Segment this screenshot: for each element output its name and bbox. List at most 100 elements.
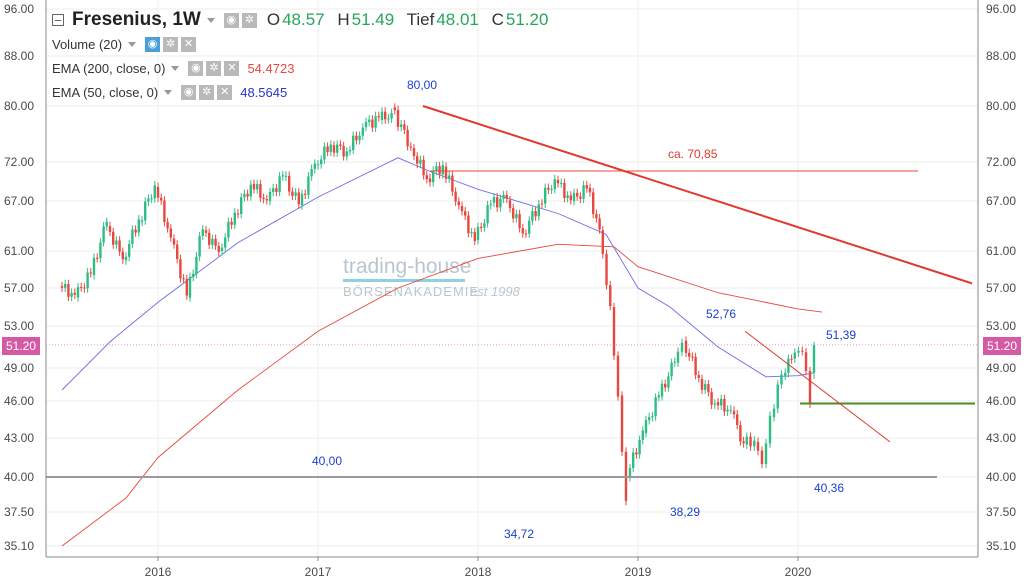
- watermark-bar: [343, 279, 465, 282]
- candle-body: [521, 228, 524, 234]
- candle-body: [569, 195, 572, 201]
- candle-body: [480, 226, 483, 228]
- candle-body: [801, 350, 804, 352]
- chevron-down-icon[interactable]: [171, 65, 180, 71]
- candle-body: [489, 204, 492, 206]
- candle-body: [384, 111, 387, 120]
- candle-body: [240, 197, 243, 215]
- x-tick-label: 2019: [625, 565, 652, 579]
- candle-body: [512, 208, 515, 219]
- candle-body: [556, 179, 560, 184]
- legend-volume-row: Volume (20) ◉ ✲ ✕: [52, 32, 556, 56]
- indicator-volume-label: Volume (20): [52, 36, 123, 52]
- candle-body: [700, 379, 704, 390]
- candle-body: [812, 344, 816, 373]
- close-icon[interactable]: ✕: [224, 60, 240, 76]
- candle-body: [454, 191, 457, 202]
- candle-body: [793, 352, 796, 359]
- y-tick-label-right: 88.00: [986, 49, 1016, 63]
- candle-body: [259, 184, 262, 198]
- candle-body: [595, 213, 598, 219]
- legend: Fresenius, 1W ◉ ✲ O 48.57 H 51.49 Tief 48.0…: [52, 8, 556, 104]
- last-price-tag-right: 51.20: [983, 337, 1022, 355]
- annotation-label: 52,76: [706, 307, 736, 321]
- candle-body: [169, 228, 172, 238]
- candle-body: [156, 186, 160, 198]
- candle-body: [342, 145, 345, 157]
- eye-icon[interactable]: ◉: [145, 36, 161, 52]
- candle-body: [150, 198, 153, 200]
- candle-body: [560, 182, 563, 184]
- eye-icon[interactable]: ◉: [181, 84, 197, 100]
- candle-body: [201, 229, 204, 237]
- candle-body: [118, 240, 121, 252]
- annotation-label: 38,29: [670, 505, 700, 519]
- trendline-main: [422, 105, 973, 285]
- collapse-icon[interactable]: [52, 14, 64, 26]
- candle-body: [121, 251, 124, 260]
- candle-body: [73, 292, 76, 295]
- candle-body: [76, 287, 80, 298]
- candle-body: [441, 165, 444, 175]
- candle-body: [515, 214, 518, 219]
- candle-body: [99, 242, 102, 259]
- chevron-down-icon[interactable]: [164, 89, 173, 95]
- ohlc-values: O 48.57 H 51.49 Tief 48.01 C 51.20: [267, 10, 557, 30]
- candle-body: [544, 187, 547, 204]
- candle-body: [217, 245, 220, 252]
- candle-body: [188, 277, 192, 298]
- candle-body: [670, 362, 673, 377]
- candle-body: [729, 409, 732, 411]
- candle-body: [144, 201, 147, 221]
- candle-body: [496, 197, 499, 208]
- candle-body: [422, 159, 425, 176]
- gear-icon[interactable]: ✲: [241, 12, 257, 28]
- candle-body: [419, 159, 422, 164]
- candle-body: [697, 375, 700, 378]
- y-tick-label-left: 67.00: [4, 194, 34, 208]
- eye-icon[interactable]: ◉: [223, 12, 239, 28]
- watermark-line2: BÖRSENAKADEMIE: [343, 284, 479, 299]
- trendline-minor: [744, 330, 891, 443]
- candle-body: [268, 192, 272, 201]
- gear-icon[interactable]: ✲: [206, 60, 222, 76]
- candle-body: [86, 272, 89, 289]
- candle-body: [345, 151, 348, 157]
- y-tick-label-left: 88.00: [4, 49, 34, 63]
- candle-body: [390, 113, 393, 119]
- candle-body: [249, 184, 252, 197]
- candle-body: [316, 164, 320, 166]
- candle-body: [147, 198, 150, 202]
- candle-body: [435, 166, 438, 171]
- y-tick-label-right: 46.00: [986, 394, 1016, 408]
- legend-ema200-row: EMA (200, close, 0) ◉ ✲ ✕ 54.4723: [52, 56, 556, 80]
- candle-body: [508, 200, 512, 209]
- y-tick-label-right: 49.00: [986, 361, 1016, 375]
- candle-body: [486, 205, 489, 224]
- last-price-tag-left: 51.20: [2, 337, 41, 355]
- candle-body: [339, 144, 342, 146]
- gear-icon[interactable]: ✲: [163, 36, 179, 52]
- close-icon[interactable]: ✕: [181, 36, 197, 52]
- chevron-down-icon[interactable]: [206, 17, 215, 23]
- candle-body: [691, 356, 694, 358]
- gear-icon[interactable]: ✲: [199, 84, 215, 100]
- candle-body: [550, 189, 553, 191]
- candle-body: [684, 340, 688, 353]
- indicator-ema200-value: 54.4723: [247, 60, 295, 76]
- candle-body: [320, 159, 323, 165]
- candle-body: [680, 342, 684, 352]
- y-tick-label-right: 96.00: [986, 2, 1016, 16]
- chevron-down-icon[interactable]: [128, 41, 137, 47]
- candle-body: [80, 287, 83, 289]
- candle-body: [211, 238, 214, 245]
- candle-body: [628, 468, 632, 477]
- candle-body: [749, 436, 752, 447]
- candle-body: [115, 240, 118, 245]
- eye-icon[interactable]: ◉: [188, 60, 204, 76]
- candle-body: [336, 144, 339, 153]
- y-tick-label-left: 96.00: [4, 2, 34, 16]
- close-icon[interactable]: ✕: [217, 84, 233, 100]
- candle-body: [227, 221, 230, 238]
